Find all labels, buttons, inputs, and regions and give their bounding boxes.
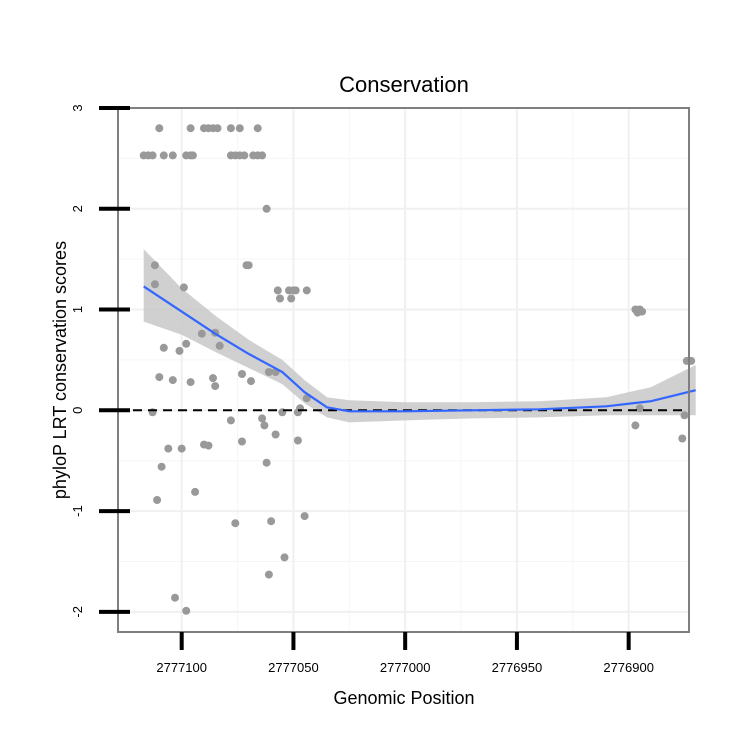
- data-point: [678, 434, 687, 443]
- data-point: [177, 444, 186, 453]
- data-point: [188, 151, 197, 160]
- data-point: [273, 286, 282, 295]
- x-tick-label: 2776900: [603, 660, 654, 675]
- data-point: [186, 124, 195, 133]
- data-point: [638, 307, 647, 316]
- data-point: [258, 151, 267, 160]
- y-axis: -2 -1 0 1 2 3: [70, 104, 130, 632]
- data-point: [159, 151, 168, 160]
- data-point: [271, 430, 280, 439]
- data-point: [159, 343, 168, 352]
- y-tick-label: -2: [70, 606, 85, 618]
- data-point: [635, 404, 644, 413]
- data-point: [631, 421, 640, 430]
- x-axis: 2777100 2777050 2777000 2776950 2776900: [118, 631, 689, 675]
- data-point: [155, 124, 164, 133]
- x-tick-label: 2776950: [492, 660, 543, 675]
- x-tick-label: 2777000: [380, 660, 431, 675]
- data-point: [267, 517, 276, 526]
- data-point: [291, 286, 300, 295]
- data-point: [262, 458, 271, 467]
- plot-panel: [118, 108, 689, 632]
- data-point: [262, 204, 271, 213]
- data-point: [264, 368, 273, 376]
- data-point: [240, 151, 249, 160]
- data-point: [182, 606, 191, 615]
- data-point: [213, 124, 222, 133]
- data-point: [231, 519, 240, 528]
- data-point: [168, 376, 177, 385]
- data-point: [247, 377, 255, 386]
- data-point: [226, 416, 235, 425]
- data-point: [155, 373, 164, 382]
- data-point: [280, 553, 289, 562]
- y-tick-label: 1: [70, 306, 85, 313]
- data-point: [164, 444, 173, 453]
- data-point: [300, 512, 309, 521]
- data-point: [287, 294, 296, 303]
- data-point: [191, 487, 200, 496]
- y-tick-label: 2: [70, 205, 85, 212]
- data-point: [150, 261, 159, 270]
- data-point: [157, 462, 166, 471]
- x-tick-label: 2777100: [156, 660, 207, 675]
- data-point: [215, 341, 224, 350]
- data-point: [148, 151, 157, 160]
- chart-title: Conservation: [339, 72, 469, 97]
- data-point: [211, 382, 220, 391]
- y-axis-label: phyloP LRT conservation scores: [50, 241, 70, 499]
- data-point: [197, 329, 206, 338]
- data-point: [186, 378, 195, 387]
- data-point: [244, 261, 253, 270]
- data-point: [680, 411, 689, 420]
- data-point: [264, 570, 273, 579]
- y-tick-label: -1: [70, 505, 85, 517]
- data-point: [209, 374, 217, 383]
- confidence-band: [143, 249, 696, 423]
- data-point: [293, 436, 302, 445]
- data-point: [204, 441, 213, 450]
- data-point: [171, 593, 179, 602]
- data-point: [182, 339, 191, 348]
- data-point: [258, 414, 267, 423]
- data-point: [175, 346, 184, 355]
- y-tick-label: 3: [70, 104, 85, 111]
- data-point: [302, 286, 311, 295]
- x-axis-label: Genomic Position: [333, 688, 474, 708]
- data-point: [238, 370, 246, 378]
- data-point: [253, 124, 262, 133]
- x-tick-label: 2777050: [268, 660, 319, 675]
- confidence-band-layer: [143, 249, 696, 423]
- data-point: [168, 151, 177, 160]
- data-point: [260, 421, 269, 430]
- y-tick-label: 0: [70, 407, 85, 414]
- data-point: [276, 294, 284, 303]
- data-point: [179, 283, 188, 292]
- data-point: [226, 124, 235, 133]
- smooth-line-layer: [143, 285, 696, 413]
- data-point: [150, 280, 159, 289]
- smooth-line: [143, 285, 696, 413]
- data-point: [235, 124, 244, 133]
- data-point: [153, 496, 162, 504]
- data-point: [238, 437, 246, 446]
